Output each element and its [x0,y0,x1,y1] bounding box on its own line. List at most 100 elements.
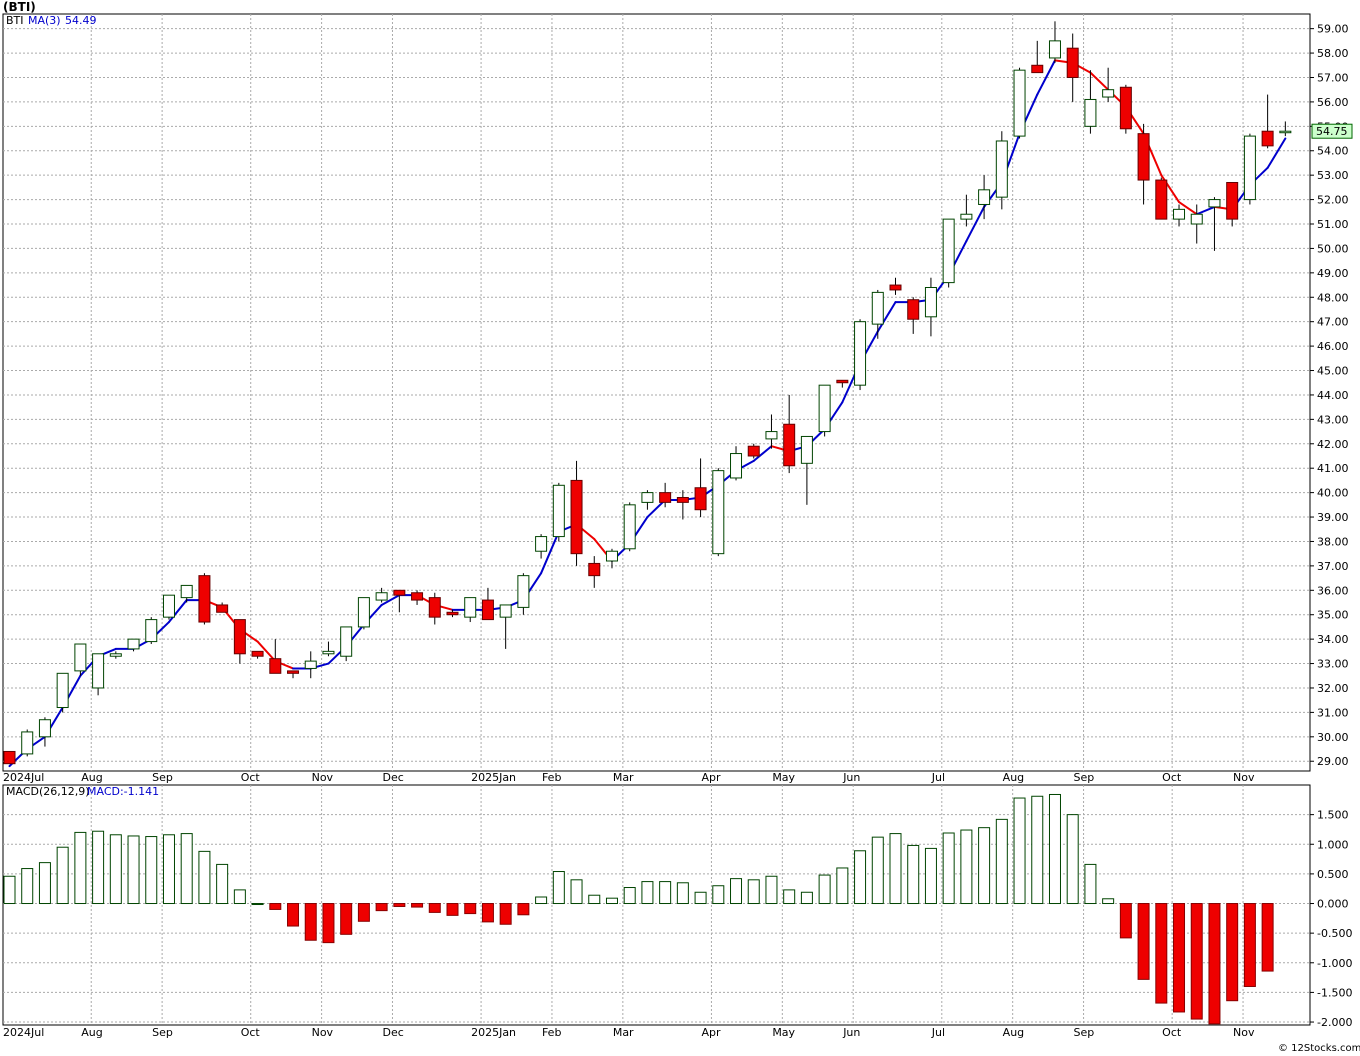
macd-bar-negative [411,903,424,908]
macd-x-tick-label: Nov [312,1026,334,1039]
price-tick-label: 41.00 [1317,462,1349,475]
candle-up [960,213,973,220]
candle-up [38,719,51,738]
macd-bar-positive [694,891,707,905]
macd-bar-positive [233,889,246,905]
macd-bar-positive [180,833,193,905]
price-grid [3,14,1310,771]
price-tick-label: 42.00 [1317,438,1349,451]
macd-bar-positive [552,871,565,905]
price-tick-label: 29.00 [1317,755,1349,768]
macd-bar-positive [570,879,583,905]
price-x-tick-label: Apr [701,771,721,784]
macd-bar-positive [251,903,264,906]
macd-tick-label: -2.000 [1317,1016,1352,1029]
price-tick-label: 35.00 [1317,609,1349,622]
macd-bar-negative [517,903,530,916]
price-tick-label: 31.00 [1317,706,1349,719]
price-x-tick-label: Nov [1233,771,1255,784]
candle-up [340,626,353,657]
candle-up [517,575,530,608]
candle-down [1226,181,1239,220]
macd-bar-positive [127,835,140,905]
candle-down [428,597,441,618]
macd-tick-label: -1.500 [1317,986,1352,999]
candle-down [411,592,424,601]
macd-bar-positive [1013,797,1026,905]
macd-bar-negative [1243,903,1256,987]
macd-bar-positive [747,879,760,905]
candle-down [1155,179,1168,220]
macd-bar-negative [1119,903,1132,939]
price-tick-label: 51.00 [1317,218,1349,231]
macd-bar-positive [1048,793,1061,905]
macd-bar-positive [978,827,991,905]
last-price-tag: 54.75 [1311,123,1353,139]
candle-up [375,592,388,601]
price-tick-label: 45.00 [1317,365,1349,378]
candle-up [942,218,955,284]
candle-up [74,643,87,672]
macd-x-tick-label: Mar [613,1026,634,1039]
candle-up [871,291,884,325]
price-tick-label: 32.00 [1317,682,1349,695]
macd-x-tick-label: Sep [152,1026,173,1039]
price-tick-label: 34.00 [1317,633,1349,646]
macd-x-tick-label: Dec [382,1026,403,1039]
candle-up [109,653,122,657]
macd-bars [3,793,1274,1025]
ma-segment [1036,59,1056,96]
macd-panel: -2.000 -1.500 -1.000 -0.500 0.000 0.500 1.000 1… [2,784,1352,1029]
macd-bar-positive [783,889,796,905]
candle-up [162,594,175,618]
macd-bar-positive [74,831,87,905]
price-tick-label: 52.00 [1317,194,1349,207]
macd-grid [3,785,1310,1025]
macd-bar-negative [269,903,282,910]
candle-up [1048,40,1061,59]
price-x-tick-label: Jul [931,771,945,784]
candle-down [907,299,920,320]
candle-up [145,619,158,643]
macd-bar-positive [588,894,601,905]
macd-bar-positive [198,850,211,905]
candle-down [251,650,264,657]
macd-bar-positive [109,834,122,905]
last-price-tag-box [1311,123,1353,139]
macd-bar-negative [375,903,388,912]
candle-up [1084,98,1097,127]
ma-segment [1266,137,1287,169]
candle-up [464,597,477,618]
ma-segment [752,445,773,462]
macd-bar-negative [446,903,459,916]
macd-bar-negative [357,903,370,922]
macd-x-tick-label: Aug [81,1026,102,1039]
price-x-tick-label: Mar [613,771,634,784]
macd-bar-positive [623,887,636,905]
macd-bar-positive [676,882,689,905]
ma-segment [256,640,277,663]
candle-down [676,497,689,503]
candle-up [818,384,831,433]
chart-title: (BTI) [3,0,36,14]
candle-up [605,550,618,562]
candle-down [588,562,601,577]
candle-down [393,589,406,596]
macd-bar-positive [712,885,725,905]
candle-up [641,492,654,503]
candle-down [446,611,459,616]
candle-up [1173,208,1186,220]
macd-tick-label: 0.000 [1317,898,1349,911]
macd-bar-positive [924,847,937,905]
macd-bar-negative [499,903,512,925]
candle-down [269,658,282,674]
macd-x-tick-label: Jun [842,1026,860,1039]
candle-down [836,379,849,384]
price-tick-label: 56.00 [1317,96,1349,109]
price-tick-label: 37.00 [1317,560,1349,573]
price-x-tick-label: Sep [152,771,173,784]
macd-bar-positive [854,850,867,905]
candle-down [1261,130,1274,147]
macd-bar-positive [1066,814,1079,905]
macd-x-tick-label: 2025Jan [471,1026,516,1039]
